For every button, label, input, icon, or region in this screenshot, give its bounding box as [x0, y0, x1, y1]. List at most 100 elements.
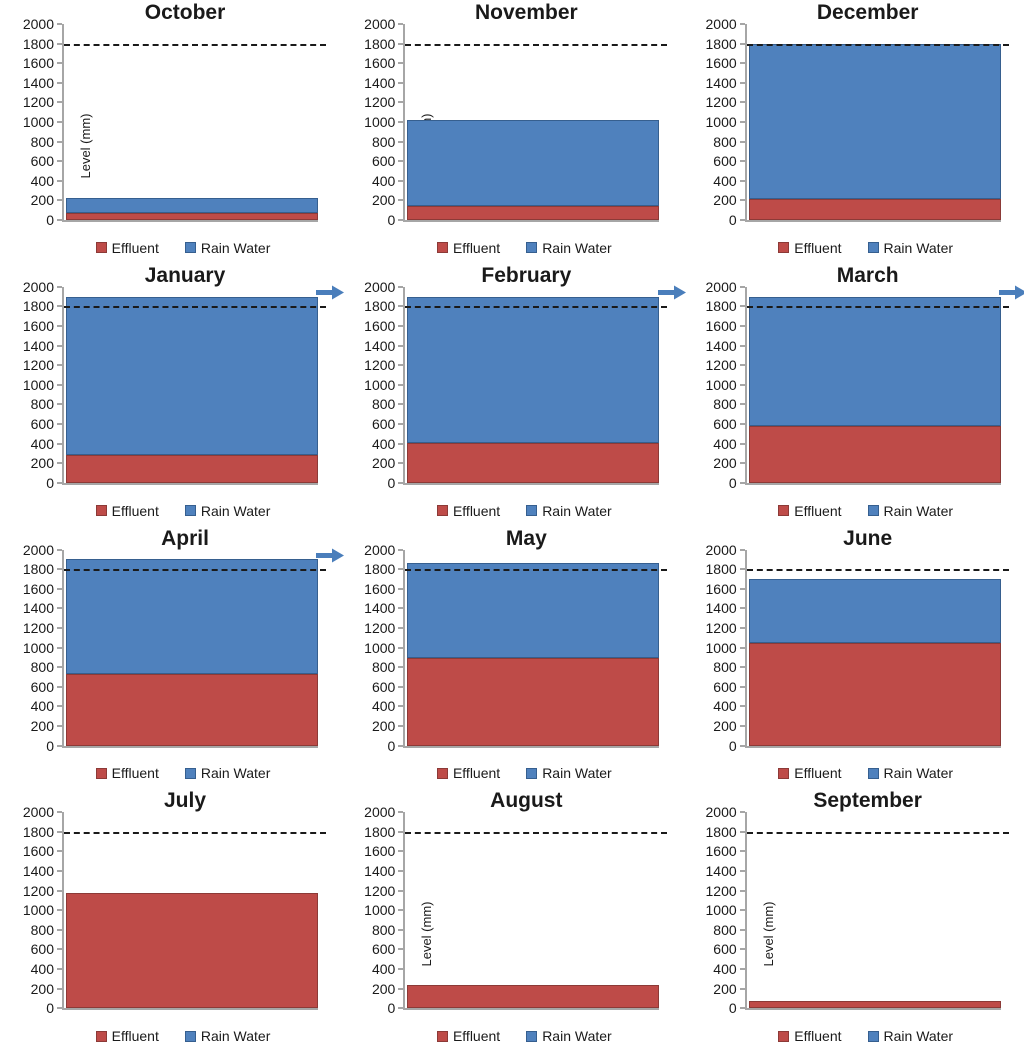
y-tick-mark: [739, 987, 745, 990]
y-tick-mark: [57, 462, 62, 465]
y-tick-mark: [57, 160, 62, 163]
threshold-line-1800: [64, 43, 326, 46]
y-tick-label: 1200: [22, 357, 54, 374]
bar-effluent: [407, 442, 660, 483]
y-tick-label: 400: [713, 435, 737, 452]
y-tick-mark: [57, 685, 62, 688]
legend-label: Rain Water: [200, 502, 271, 519]
y-tick-mark: [57, 811, 62, 814]
y-tick-mark: [398, 344, 404, 347]
y-tick-label: 600: [713, 153, 737, 170]
y-tick-mark: [398, 626, 404, 629]
bar-effluent: [66, 455, 318, 483]
y-tick-mark: [57, 724, 62, 727]
y-tick-label: 800: [371, 396, 396, 413]
y-tick-label: 200: [371, 980, 396, 997]
legend-swatch-icon: [526, 767, 538, 779]
y-tick-mark: [398, 850, 404, 853]
y-tick-label: 1000: [705, 639, 737, 656]
legend-item-rain-water: Rain Water: [184, 240, 270, 256]
y-tick-mark: [57, 870, 62, 873]
stacked-bar: [407, 120, 660, 220]
y-tick-label: 1800: [705, 561, 737, 578]
y-tick-mark: [57, 442, 62, 445]
threshold-line-1800: [64, 306, 326, 309]
y-tick-label: 2000: [705, 804, 737, 821]
bar-effluent: [66, 212, 318, 220]
legend-item-effluent: Effluent: [436, 765, 500, 781]
legend-item-rain-water: Rain Water: [867, 765, 953, 781]
legend: Effluent Rain Water: [397, 765, 651, 781]
legend-item-effluent: Effluent: [95, 765, 159, 781]
y-tick-mark: [398, 744, 404, 747]
y-tick-label: 1600: [364, 580, 396, 597]
y-tick-label: 0: [728, 474, 737, 491]
chart-panel-september: September 2000 1800 1600 1400 1200 1000 800 600 4…: [683, 788, 1024, 1051]
legend-swatch-icon: [95, 767, 107, 779]
y-tick-mark: [57, 928, 62, 931]
y-tick-mark: [739, 219, 745, 221]
y-tick-label: 1400: [364, 863, 396, 880]
y-tick-label: 0: [387, 737, 396, 754]
legend-swatch-icon: [436, 1030, 448, 1042]
overflow-arrow-icon: [657, 285, 686, 300]
y-tick-label: 1400: [364, 600, 396, 617]
y-tick-mark: [739, 948, 745, 951]
y-tick-mark: [398, 1007, 404, 1010]
y-tick-label: 1000: [364, 902, 396, 919]
legend-label: Effluent: [452, 502, 501, 519]
legend-swatch-icon: [867, 242, 879, 254]
y-tick-mark: [739, 928, 745, 931]
y-tick-label: 800: [713, 921, 737, 938]
y-tick-mark: [398, 666, 404, 669]
y-tick-label: 1400: [705, 863, 737, 880]
legend-item-rain-water: Rain Water: [526, 503, 612, 519]
legend-label: Effluent: [452, 239, 501, 256]
chart-panel-april: April 2000 1800 1600 1400 1200 1000 800 600 400 20…: [0, 526, 345, 789]
threshold-line-1800: [746, 306, 1009, 309]
y-tick-label: 800: [713, 396, 737, 413]
y-tick-mark: [57, 62, 62, 65]
y-tick-label: 600: [713, 678, 737, 695]
y-tick-mark: [57, 101, 62, 104]
y-tick-mark: [739, 364, 745, 367]
y-tick-mark: [398, 23, 404, 25]
y-tick-mark: [739, 140, 745, 143]
y-tick-mark: [739, 607, 745, 610]
bar-rain-water: [407, 563, 660, 658]
y-tick-label: 400: [30, 172, 54, 189]
legend: Effluent Rain Water: [397, 1028, 651, 1044]
legend-label: Effluent: [452, 1028, 501, 1044]
y-tick-mark: [57, 23, 62, 25]
y-tick-mark: [57, 909, 62, 912]
y-tick-mark: [398, 140, 404, 143]
y-tick-mark: [739, 285, 745, 288]
y-tick-mark: [398, 219, 404, 221]
y-tick-label: 1800: [705, 35, 737, 52]
legend-swatch-icon: [95, 505, 107, 516]
y-tick-mark: [398, 199, 404, 202]
y-tick-label: 1200: [705, 357, 737, 374]
y-tick-label: 400: [371, 435, 396, 452]
y-tick-label: 1000: [364, 114, 396, 130]
legend: Effluent Rain Water: [739, 240, 993, 256]
y-tick-label: 200: [713, 192, 737, 209]
legend-label: Rain Water: [542, 502, 612, 519]
y-tick-label: 800: [371, 133, 396, 150]
bar-rain-water: [748, 43, 1001, 200]
legend-label: Effluent: [111, 239, 159, 256]
legend-label: Rain Water: [200, 765, 271, 782]
legend-label: Effluent: [111, 502, 159, 519]
y-tick-label: 1800: [22, 561, 54, 578]
legend-item-rain-water: Rain Water: [526, 1028, 612, 1044]
y-tick-mark: [739, 626, 745, 629]
y-tick-label: 1000: [22, 902, 54, 919]
stacked-bar: [748, 578, 1001, 746]
legend-label: Effluent: [111, 1028, 159, 1044]
legend-label: Rain Water: [542, 239, 612, 256]
y-tick-label: 0: [46, 737, 54, 754]
y-tick-label: 0: [387, 474, 396, 491]
y-tick-label: 1400: [364, 337, 396, 354]
chart-title: January: [144, 263, 226, 287]
y-tick-label: 400: [30, 698, 54, 715]
